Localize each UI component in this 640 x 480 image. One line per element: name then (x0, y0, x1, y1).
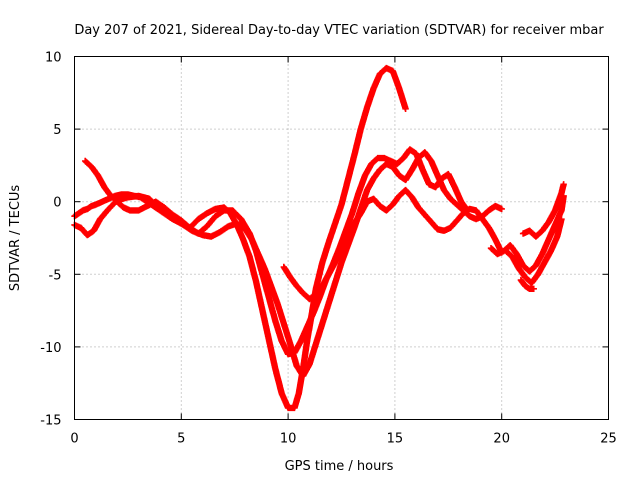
series-markers (82, 146, 471, 358)
series-markers (280, 186, 505, 303)
x-tick-label: 25 (600, 432, 617, 447)
series-track-g (517, 276, 537, 293)
y-tick-label: 0 (53, 196, 61, 211)
series-track-c (71, 149, 505, 380)
series-markers (517, 276, 537, 293)
axis-ticks: 0 5 10 15 20 25 10 5 0 -5 -10 -15 (40, 51, 617, 447)
y-tick-label: 5 (53, 123, 61, 138)
series-markers (71, 149, 505, 380)
y-tick-label: 10 (45, 51, 62, 66)
y-tick-label: -5 (49, 268, 62, 283)
series-markers (502, 215, 565, 287)
series-track-d (280, 186, 505, 303)
x-tick-label: 5 (177, 432, 185, 447)
x-tick-label: 20 (493, 432, 510, 447)
series-track-h (519, 181, 567, 240)
series-track-a (71, 64, 409, 412)
chart-title: Day 207 of 2021, Sidereal Day-to-day VTE… (74, 23, 604, 38)
data-points (71, 64, 567, 412)
x-axis-title: GPS time / hours (285, 459, 394, 474)
series-track-b (82, 146, 471, 358)
y-tick-label: -15 (40, 414, 61, 429)
series-markers (71, 64, 409, 412)
y-tick-label: -10 (40, 341, 61, 356)
x-tick-label: 10 (280, 432, 297, 447)
series-markers (519, 181, 567, 240)
series-track-f (502, 215, 565, 287)
y-axis-title: SDTVAR / TECUs (8, 185, 23, 292)
plot-frame (74, 56, 609, 420)
x-tick-label: 0 (70, 432, 78, 447)
x-tick-label: 15 (387, 432, 404, 447)
